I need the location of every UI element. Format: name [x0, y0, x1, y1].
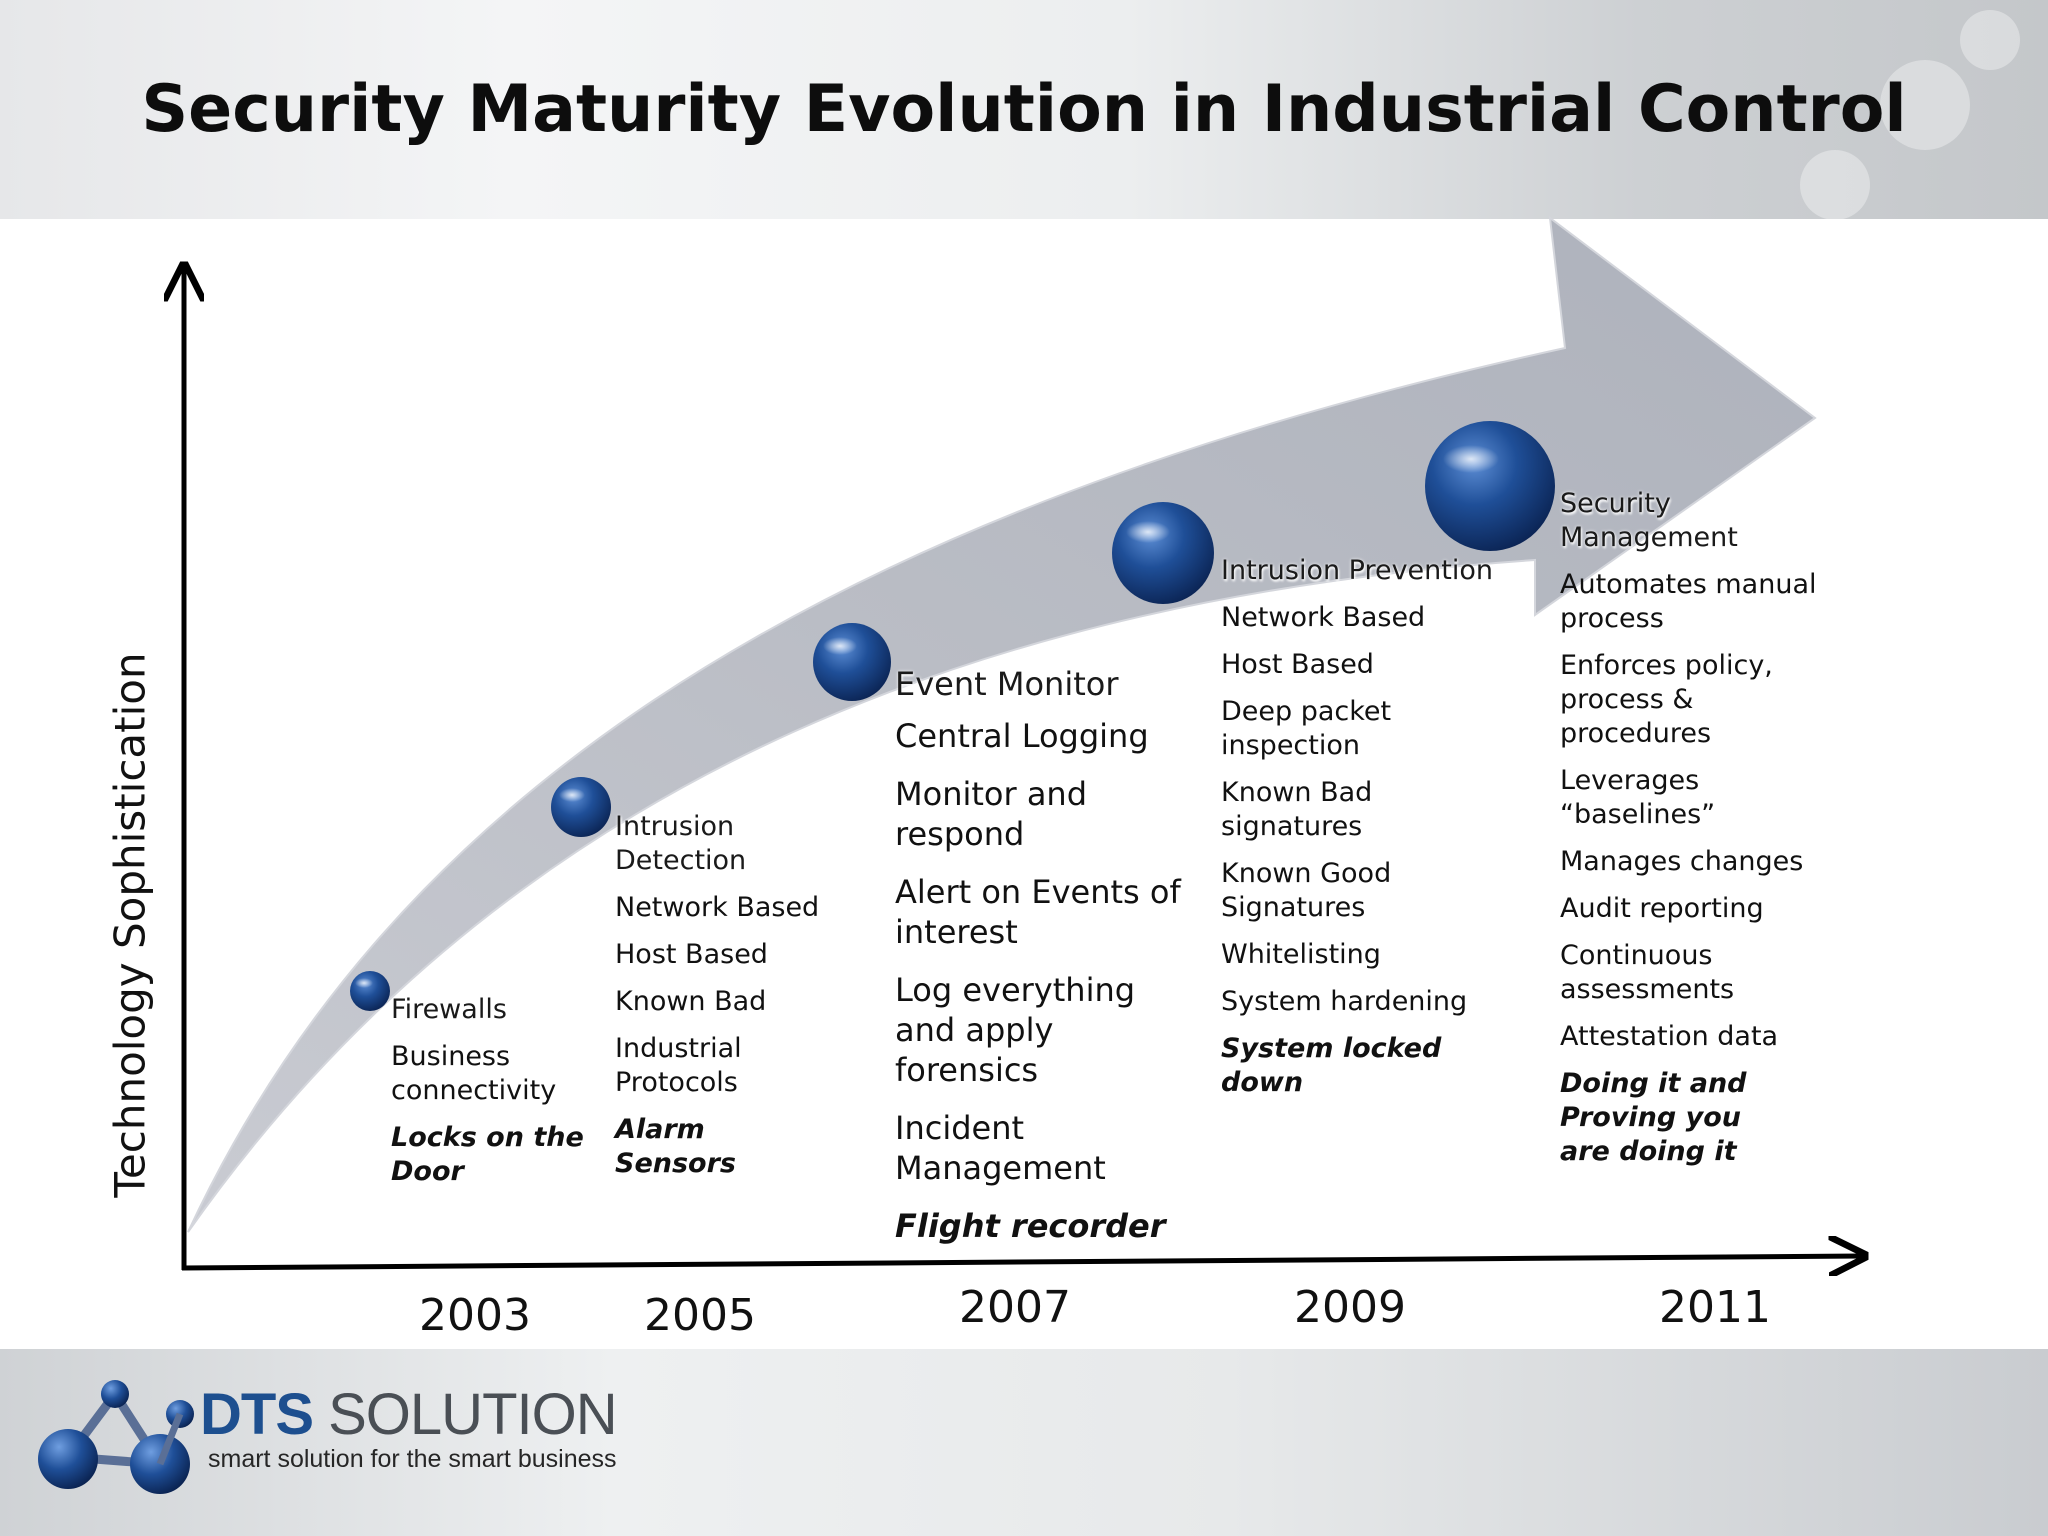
stage-title: Intrusion Prevention	[1221, 555, 1494, 586]
stage-title: Intrusion Detection	[615, 811, 747, 876]
x-axis	[181, 1256, 1862, 1268]
stage-item: Incident Management	[895, 1109, 1106, 1187]
molecule-logo-icon	[38, 1380, 194, 1494]
stage-item: Attestation data	[1560, 1021, 1779, 1052]
stage-item: Central Logging	[895, 717, 1149, 755]
stage-note: Doing it and Proving you are doing it	[1560, 1068, 1747, 1167]
stage-item: Host Based	[615, 939, 768, 970]
stage-bubble-security-management	[1425, 421, 1555, 551]
year-label-2011: 2011	[1659, 1282, 1771, 1333]
growth-arrow	[187, 215, 1817, 1233]
year-label-2007: 2007	[959, 1282, 1071, 1333]
stage-item: Monitor and respond	[895, 775, 1088, 853]
stage-item: Manages changes	[1560, 846, 1804, 877]
stage-item: Leverages “baselines”	[1560, 765, 1716, 830]
stage-item: Whitelisting	[1221, 939, 1381, 970]
stage-item: Automates manual process	[1560, 569, 1817, 634]
stage-item: Audit reporting	[1560, 893, 1764, 924]
stage-item: Alert on Events of interest	[895, 873, 1181, 951]
stage-event-monitor: Event Monitor Central Logging Monitor an…	[895, 664, 1195, 1246]
stage-item: Continuous assessments	[1560, 940, 1735, 1005]
bokeh-decoration	[1880, 60, 1970, 150]
brand-name-part2: SOLUTION	[328, 1382, 617, 1447]
stage-bubble-intrusion-prevention	[1112, 502, 1214, 604]
stage-item: Industrial Protocols	[615, 1033, 742, 1098]
stage-item: Known Good Signatures	[1221, 858, 1392, 923]
stage-item: Log everything and apply forensics	[895, 971, 1136, 1089]
stage-item: Deep packet inspection	[1221, 696, 1392, 761]
stage-title: Firewalls	[391, 994, 507, 1025]
y-axis-label: Technology Sophistication	[105, 652, 155, 1198]
stage-item: Known Bad signatures	[1221, 777, 1373, 842]
stage-item: Business connectivity	[391, 1041, 557, 1106]
year-label-2003: 2003	[419, 1290, 531, 1341]
stage-item: Enforces policy, process & procedures	[1560, 650, 1773, 749]
stage-item: Network Based	[615, 892, 820, 923]
bokeh-decoration	[1960, 10, 2020, 70]
stage-intrusion-prevention: Intrusion Prevention Network Based Host …	[1221, 554, 1511, 1113]
bokeh-decoration	[1800, 150, 1870, 219]
stage-note: System locked down	[1221, 1033, 1442, 1098]
year-label-2005: 2005	[644, 1290, 756, 1341]
stage-item: Network Based	[1221, 602, 1426, 633]
stage-security-management: Security Management Automates manual pro…	[1560, 487, 1820, 1182]
stage-bubble-intrusion-detection	[551, 777, 611, 837]
brand-name-part1: DTS	[200, 1382, 314, 1447]
stage-item: System hardening	[1221, 986, 1468, 1017]
brand-tagline: smart solution for the smart business	[208, 1445, 617, 1473]
stage-item: Host Based	[1221, 649, 1374, 680]
slide-title: Security Maturity Evolution in Industria…	[141, 72, 1907, 147]
stage-note: Locks on the Door	[391, 1122, 584, 1187]
stage-note: Alarm Sensors	[615, 1114, 736, 1179]
stage-intrusion-detection: Intrusion Detection Network Based Host B…	[615, 810, 835, 1194]
stage-note: Flight recorder	[895, 1207, 1166, 1245]
stage-title: Event Monitor	[895, 665, 1119, 703]
year-label-2009: 2009	[1294, 1282, 1406, 1333]
stage-bubble-firewalls	[350, 971, 390, 1011]
header-banner: Security Maturity Evolution in Industria…	[0, 0, 2048, 219]
stage-item: Known Bad	[615, 986, 767, 1017]
footer-banner: DTS SOLUTION smart solution for the smar…	[0, 1349, 2048, 1536]
stage-bubble-event-monitor	[813, 623, 891, 701]
stage-title: Security Management	[1560, 488, 1738, 553]
stage-firewalls: Firewalls Business connectivity Locks on…	[391, 993, 591, 1202]
brand-name: DTS SOLUTION	[200, 1381, 618, 1448]
